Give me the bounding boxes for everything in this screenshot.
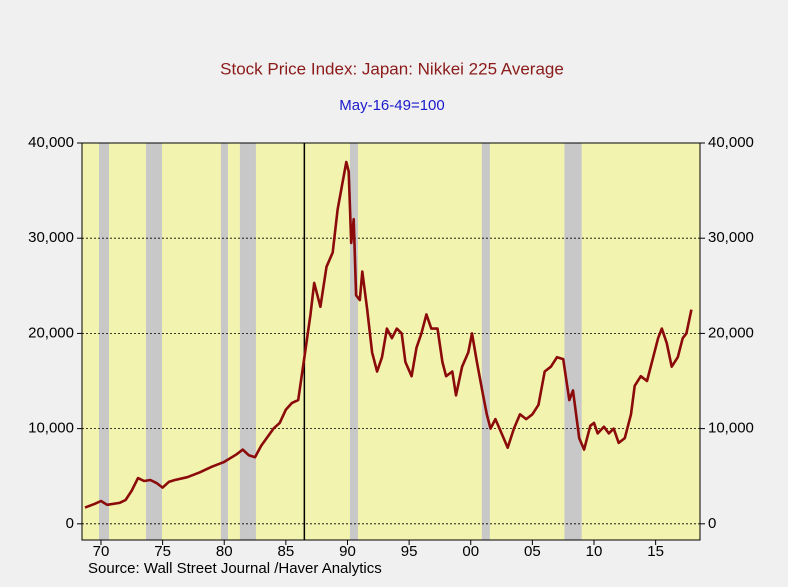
recession-band bbox=[145, 143, 162, 540]
plot-area bbox=[82, 143, 700, 540]
y2-tick-label: 10,000 bbox=[708, 420, 754, 437]
chart-title: Stock Price Index: Japan: Nikkei 225 Ave… bbox=[220, 59, 564, 78]
x-tick-label: 95 bbox=[401, 543, 418, 560]
y2-tick-label: 0 bbox=[708, 515, 716, 532]
x-tick-label: 90 bbox=[339, 543, 356, 560]
x-tick-label: 00 bbox=[462, 543, 479, 560]
x-tick-label: 15 bbox=[647, 543, 664, 560]
y-tick-label: 0 bbox=[66, 515, 74, 532]
chart-subtitle: May-16-49=100 bbox=[339, 97, 444, 114]
recession-band bbox=[99, 143, 109, 540]
y-tick-label: 30,000 bbox=[28, 229, 74, 246]
y-tick-label: 40,000 bbox=[28, 134, 74, 151]
recession-band bbox=[239, 143, 256, 540]
y-tick-label: 20,000 bbox=[28, 324, 74, 341]
x-tick-label: 75 bbox=[154, 543, 171, 560]
x-tick-label: 10 bbox=[586, 543, 603, 560]
source-note: Source: Wall Street Journal /Haver Analy… bbox=[88, 560, 382, 577]
y2-tick-label: 20,000 bbox=[708, 324, 754, 341]
y-tick-label: 10,000 bbox=[28, 420, 74, 437]
y2-tick-label: 30,000 bbox=[708, 229, 754, 246]
x-tick-label: 80 bbox=[216, 543, 233, 560]
series-line bbox=[84, 160, 693, 509]
x-tick-label: 85 bbox=[278, 543, 295, 560]
recession-band bbox=[481, 143, 490, 540]
x-tick-label: 05 bbox=[524, 543, 541, 560]
recession-band bbox=[564, 143, 582, 540]
y2-tick-label: 40,000 bbox=[708, 134, 754, 151]
recession-band bbox=[220, 143, 228, 540]
x-tick-label: 70 bbox=[93, 543, 110, 560]
plot-border bbox=[81, 142, 701, 541]
recession-band bbox=[349, 143, 358, 540]
